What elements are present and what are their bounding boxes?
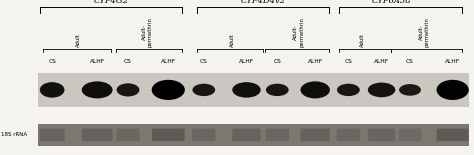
Text: ALHF: ALHF [239,59,254,64]
FancyBboxPatch shape [192,129,216,141]
Text: CS: CS [406,59,414,64]
Text: Adult-
permethrin: Adult- permethrin [419,17,429,47]
FancyBboxPatch shape [368,129,395,141]
Ellipse shape [40,82,64,98]
Text: ALHF: ALHF [308,59,323,64]
Text: Adult: Adult [230,33,235,47]
Ellipse shape [437,80,469,100]
FancyBboxPatch shape [437,129,469,141]
Ellipse shape [232,82,261,98]
Ellipse shape [368,82,395,97]
Ellipse shape [266,84,289,96]
Ellipse shape [192,84,215,96]
Text: ALHF: ALHF [374,59,389,64]
Text: CS: CS [200,59,208,64]
FancyBboxPatch shape [337,129,360,141]
FancyBboxPatch shape [265,129,289,141]
Ellipse shape [152,80,185,100]
Bar [38,73,469,107]
FancyBboxPatch shape [301,129,330,141]
Text: CYP4D4v2: CYP4D4v2 [240,0,286,5]
Text: CS: CS [273,59,281,64]
Ellipse shape [337,84,360,96]
Text: CS: CS [48,59,56,64]
Text: Adult: Adult [76,33,81,47]
FancyBboxPatch shape [152,129,184,141]
Text: ALHF: ALHF [445,59,460,64]
Ellipse shape [117,83,139,96]
Text: CYP6A38: CYP6A38 [371,0,411,5]
FancyBboxPatch shape [232,129,261,141]
FancyBboxPatch shape [40,129,64,141]
Ellipse shape [399,84,421,96]
Text: CS: CS [345,59,352,64]
Text: Adult: Adult [360,33,365,47]
FancyBboxPatch shape [82,129,112,141]
Ellipse shape [301,81,330,98]
Text: Adult-
permethrin: Adult- permethrin [293,17,304,47]
Bar [38,124,469,146]
Text: CS: CS [124,59,132,64]
FancyBboxPatch shape [399,129,421,141]
Text: Adult-
permethrin: Adult- permethrin [142,17,152,47]
Text: CYP4G2: CYP4G2 [94,0,129,5]
Text: 18S rRNA: 18S rRNA [1,132,27,137]
Text: ALHF: ALHF [161,59,176,64]
Ellipse shape [82,81,112,98]
FancyBboxPatch shape [116,129,140,141]
Text: ALHF: ALHF [90,59,105,64]
